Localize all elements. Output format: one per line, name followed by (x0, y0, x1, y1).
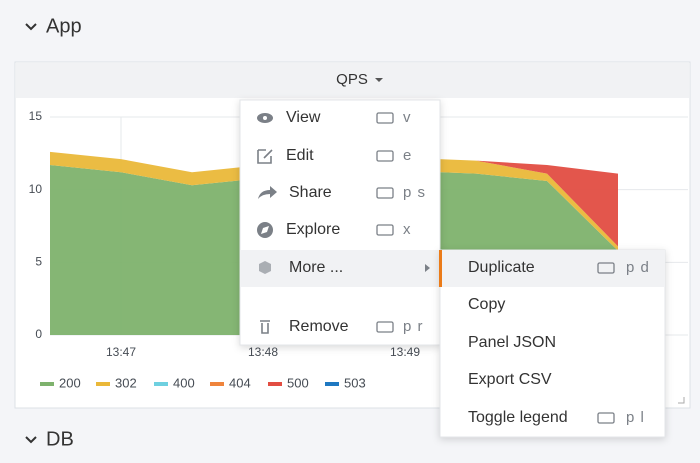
menu-item[interactable]: View (286, 109, 321, 126)
active-indicator (439, 250, 442, 287)
legend-label: 400 (173, 375, 195, 390)
x-tick-label: 13:48 (248, 345, 278, 359)
x-tick-label: 13:47 (106, 345, 136, 359)
x-tick-label: 13:49 (390, 345, 420, 359)
y-tick-label: 10 (29, 182, 43, 196)
legend-label: 503 (344, 375, 366, 390)
shortcut: p s (403, 184, 426, 201)
legend-label: 500 (287, 375, 309, 390)
shortcut-icon (597, 262, 615, 274)
shortcut: p d (626, 259, 650, 276)
panel-header (16, 63, 689, 98)
shortcut: x (403, 221, 412, 238)
submenu-item[interactable]: Panel JSON (468, 334, 556, 351)
shortcut: p r (403, 318, 424, 335)
share-icon (258, 186, 277, 199)
more-icon (259, 261, 271, 274)
section-title[interactable]: App (46, 15, 82, 37)
collapse-icon[interactable] (25, 436, 37, 444)
menu-item[interactable]: Remove (289, 318, 349, 335)
shortcut: v (403, 109, 412, 126)
menu-item[interactable]: More ... (289, 259, 343, 276)
legend-label: 404 (229, 375, 251, 390)
shortcut: e (403, 147, 412, 164)
y-tick-label: 15 (29, 109, 43, 123)
menu-item[interactable]: Edit (286, 147, 314, 164)
submenu-arrow (425, 264, 430, 272)
menu-box (239, 99, 441, 346)
legend-label: 200 (59, 375, 81, 390)
edit-icon (257, 149, 273, 164)
collapse-icon[interactable] (25, 23, 37, 31)
remove-icon (260, 320, 270, 334)
panel-title[interactable]: QPS (336, 71, 368, 88)
y-tick-label: 5 (35, 255, 42, 269)
submenu-item[interactable]: Duplicate (468, 259, 535, 276)
shortcut: p l (626, 409, 645, 426)
submenu: Duplicate Copy Panel JSON Export CSV Tog… (439, 249, 666, 438)
submenu-item[interactable]: Copy (468, 296, 505, 313)
submenu-item[interactable]: Export CSV (468, 371, 552, 388)
menu-item[interactable]: Explore (286, 221, 340, 238)
submenu-item[interactable]: Toggle legend (468, 409, 568, 426)
menu-hover (241, 250, 440, 287)
panel-dropdown-icon[interactable] (375, 78, 383, 82)
legend-label: 302 (115, 375, 137, 390)
context-menu: View Edit Share Explore More ... Remove … (239, 99, 441, 346)
submenu-hover (440, 250, 665, 287)
shortcut-icon (597, 412, 615, 424)
menu-item[interactable]: Share (289, 184, 332, 201)
section-title[interactable]: DB (46, 428, 74, 450)
area (50, 151, 618, 251)
resize-handle[interactable] (678, 397, 685, 404)
y-tick-label: 0 (35, 327, 42, 341)
shortcut-icons (376, 112, 394, 333)
